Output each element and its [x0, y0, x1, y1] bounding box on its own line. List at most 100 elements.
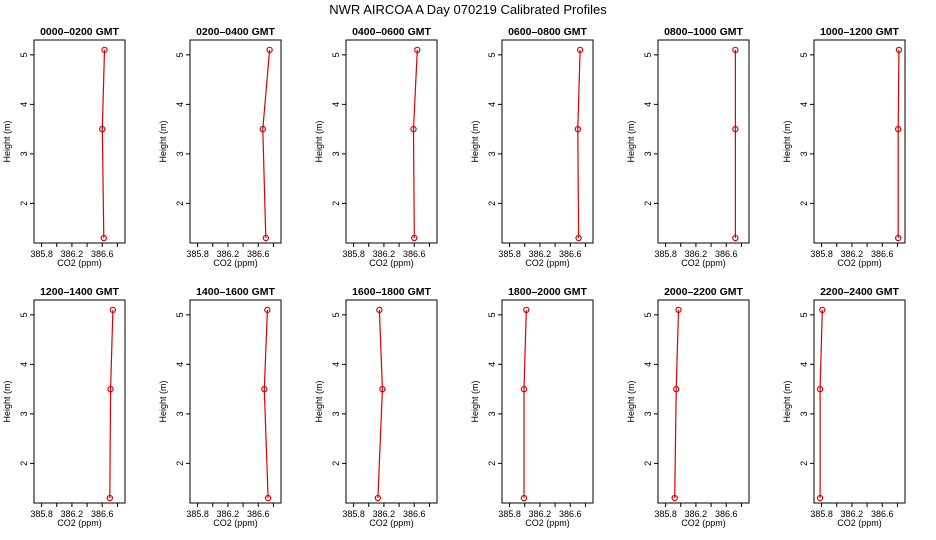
profile-panel: 1400–1600 GMT 385.8 386.2 386.6 2 3 4 5 CO2 (ppm…: [158, 286, 282, 528]
x-axis-label: CO2 (ppm): [681, 518, 726, 528]
y-tick-label: 2: [19, 461, 29, 466]
profile-line: [101, 49, 106, 239]
panel-title: 1000–1200 GMT: [820, 26, 899, 38]
x-tick-label: 385.8: [810, 509, 833, 519]
panel-title: 0800–1000 GMT: [664, 26, 743, 38]
y-tick-label: 3: [19, 411, 29, 416]
data-point: [894, 234, 902, 242]
profile-line: [262, 49, 271, 239]
x-tick-label: 386.6: [91, 509, 114, 519]
data-point: [101, 46, 108, 54]
panel-title: 0400–0600 GMT: [352, 26, 431, 38]
x-tick-label: 386.2: [841, 509, 864, 519]
profile-panel: 0000–0200 GMT 385.8 386.2 386.6 2 3 4 5 CO2 (ppm…: [2, 26, 126, 268]
profile-line: [577, 49, 581, 239]
x-tick-label: 386.2: [61, 249, 84, 259]
profile-line: [412, 49, 418, 239]
y-tick-label: 4: [487, 102, 497, 107]
x-axis-label: CO2 (ppm): [57, 518, 102, 528]
profile-panel: 1600–1800 GMT 385.8 386.2 386.6 2 3 4 5 CO2 (ppm…: [314, 286, 438, 528]
chart-title: NWR AIRCOA A Day 070219 Calibrated Profi…: [329, 2, 607, 17]
y-tick-label: 4: [331, 362, 341, 367]
y-tick-label: 3: [487, 151, 497, 156]
data-point: [107, 385, 114, 393]
plot-frame: [345, 39, 438, 244]
data-point: [264, 306, 271, 314]
x-axis-label: CO2 (ppm): [837, 518, 882, 528]
x-axis-label: CO2 (ppm): [837, 258, 882, 268]
data-point: [732, 46, 739, 54]
x-tick-label: 385.8: [342, 509, 365, 519]
x-tick-label: 386.6: [247, 509, 270, 519]
x-tick-label: 386.2: [685, 249, 708, 259]
x-tick-label: 385.8: [498, 249, 521, 259]
y-tick-label: 3: [643, 151, 653, 156]
data-point: [411, 234, 418, 242]
plot-frame: [189, 39, 282, 244]
x-tick-label: 386.6: [247, 249, 270, 259]
x-axis-label: CO2 (ppm): [525, 258, 570, 268]
plot-frame: [33, 299, 126, 504]
data-point: [675, 306, 682, 314]
y-tick-label: 3: [175, 151, 185, 156]
plot-frame: [813, 39, 906, 244]
y-tick-label: 2: [487, 461, 497, 466]
y-tick-label: 4: [19, 102, 29, 107]
x-tick-label: 385.8: [498, 509, 521, 519]
y-axis-label: Height (m): [158, 380, 168, 422]
y-tick-label: 4: [643, 102, 653, 107]
profile-line: [377, 309, 384, 499]
y-tick-label: 3: [799, 411, 809, 416]
panel-title: 1800–2000 GMT: [508, 286, 587, 298]
data-point: [671, 494, 678, 502]
panel-title: 2200–2400 GMT: [820, 286, 899, 298]
y-tick-label: 2: [643, 201, 653, 206]
y-tick-label: 4: [175, 102, 185, 107]
x-tick-label: 386.2: [529, 509, 552, 519]
x-tick-label: 385.8: [30, 249, 53, 259]
x-tick-label: 385.8: [342, 249, 365, 259]
y-tick-label: 5: [19, 52, 29, 57]
x-tick-label: 386.6: [715, 249, 738, 259]
y-axis-label: Height (m): [782, 380, 792, 422]
profile-panel: 0600–0800 GMT 385.8 386.2 386.6 2 3 4 5 CO2 (ppm…: [470, 26, 594, 268]
y-tick-label: 2: [799, 201, 809, 206]
data-point: [732, 125, 739, 133]
profile-panel: 1200–1400 GMT 385.8 386.2 386.6 2 3 4 5 CO2 (ppm…: [2, 286, 126, 528]
data-point: [379, 385, 386, 393]
y-tick-label: 5: [799, 312, 809, 317]
data-point: [410, 125, 417, 133]
x-axis-label: CO2 (ppm): [681, 258, 726, 268]
x-tick-label: 386.2: [685, 509, 708, 519]
y-tick-label: 3: [331, 411, 341, 416]
y-tick-label: 5: [487, 312, 497, 317]
y-tick-label: 3: [19, 151, 29, 156]
x-tick-label: 386.2: [61, 509, 84, 519]
data-point: [576, 46, 584, 54]
y-tick-label: 5: [331, 312, 341, 317]
y-tick-label: 2: [175, 201, 185, 206]
x-tick-label: 386.2: [217, 509, 240, 519]
profile-line: [263, 309, 269, 499]
profile-line: [523, 309, 527, 498]
y-tick-label: 5: [799, 52, 809, 57]
x-axis-label: CO2 (ppm): [525, 518, 570, 528]
x-tick-label: 386.2: [217, 249, 240, 259]
y-tick-label: 4: [487, 362, 497, 367]
y-axis-label: Height (m): [314, 120, 324, 162]
data-point: [575, 234, 582, 242]
data-point: [523, 306, 530, 314]
data-point: [266, 46, 273, 54]
y-tick-label: 2: [487, 201, 497, 206]
x-tick-label: 385.8: [654, 509, 677, 519]
profile-line: [819, 309, 823, 498]
y-tick-label: 4: [799, 362, 809, 367]
profile-line: [109, 309, 114, 499]
data-point: [673, 385, 680, 393]
y-tick-label: 3: [331, 151, 341, 156]
y-axis-label: Height (m): [2, 380, 12, 422]
x-tick-label: 385.8: [186, 509, 209, 519]
y-tick-label: 5: [643, 52, 653, 57]
panel-title: 1200–1400 GMT: [40, 286, 119, 298]
